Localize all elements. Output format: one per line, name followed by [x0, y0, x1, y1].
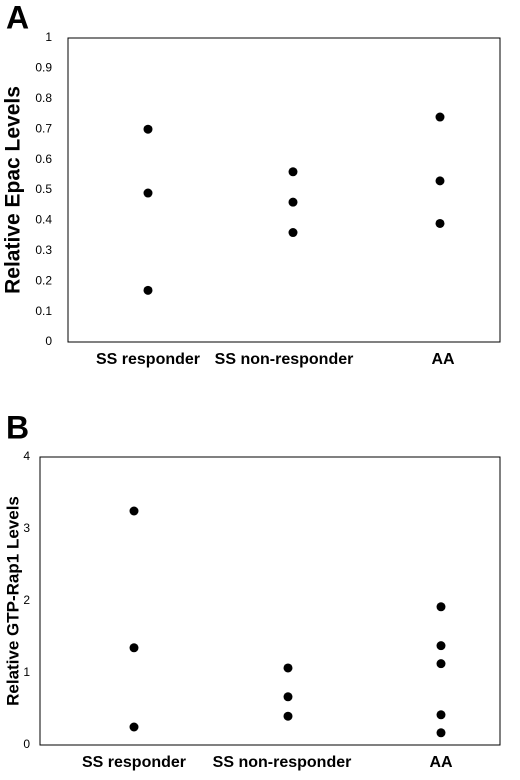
panel-label: A	[6, 0, 29, 35]
x-tick-label: SS non-responder	[215, 351, 354, 368]
panel-label: B	[6, 409, 29, 445]
dot	[436, 659, 446, 669]
plot-frame	[67, 37, 501, 343]
x-tick-label: AA	[431, 351, 455, 368]
dot	[436, 602, 446, 612]
y-axis-label: Relative Epac Levels	[2, 86, 25, 294]
dot	[288, 197, 298, 207]
dot	[435, 176, 445, 186]
dot	[129, 506, 139, 516]
dot	[283, 663, 293, 673]
y-tick-label: 0.1	[35, 304, 52, 318]
dot	[283, 692, 293, 702]
y-tick-label: 0.5	[35, 182, 52, 196]
dot	[435, 112, 445, 122]
y-tick-label: 1	[23, 665, 30, 679]
y-tick-label: 1	[45, 30, 52, 44]
dot	[143, 285, 153, 295]
dot	[436, 710, 446, 720]
plot-frame	[39, 456, 501, 746]
x-tick-label: SS responder	[96, 351, 200, 368]
y-tick-label: 0.7	[35, 121, 52, 135]
dot	[288, 167, 298, 177]
y-axis-label: Relative GTP-Rap1 Levels	[3, 496, 22, 706]
y-tick-label: 0.9	[35, 61, 52, 75]
x-tick-label: SS responder	[82, 754, 186, 771]
y-tick-label: 0.2	[35, 273, 52, 287]
y-tick-label: 0.4	[35, 213, 52, 227]
dot	[436, 641, 446, 651]
y-tick-label: 4	[23, 449, 30, 463]
dot	[435, 218, 445, 228]
dot	[436, 728, 446, 738]
y-tick-label: 0.8	[35, 91, 52, 105]
y-tick-label: 0	[45, 334, 52, 348]
dot	[283, 711, 293, 721]
dot	[143, 124, 153, 134]
dot	[143, 188, 153, 198]
dot	[129, 722, 139, 732]
x-tick-label: SS non-responder	[213, 754, 352, 771]
y-tick-label: 3	[23, 521, 30, 535]
dot	[288, 228, 298, 238]
y-tick-label: 0	[23, 737, 30, 751]
y-tick-label: 2	[23, 593, 30, 607]
y-tick-label: 0.6	[35, 152, 52, 166]
x-tick-label: AA	[429, 754, 453, 771]
y-tick-label: 0.3	[35, 243, 52, 257]
dot	[129, 643, 139, 653]
